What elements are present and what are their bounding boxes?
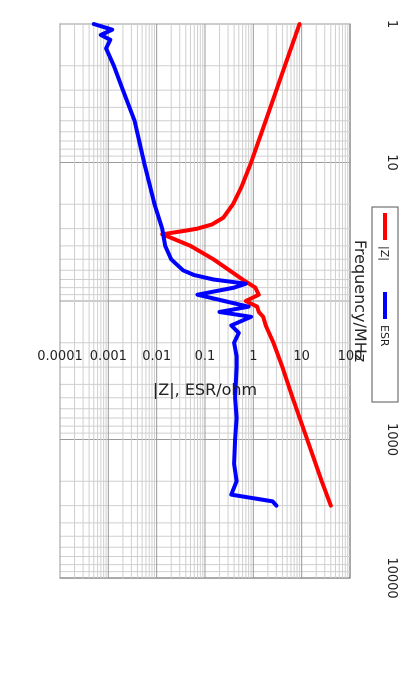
- y-tick-label: 0.001: [90, 349, 127, 364]
- grid-lines: [59, 23, 350, 578]
- x-tick-label: 10: [384, 154, 399, 171]
- y-axis-title: |Z|, ESR/ohm: [153, 380, 257, 399]
- x-tick-label: 1: [384, 20, 399, 28]
- legend-label-z: |Z|: [378, 246, 391, 261]
- y-tick-label: 0.01: [142, 349, 171, 364]
- x-tick-label: 1000: [384, 423, 399, 456]
- series-line-z: [160, 22, 333, 508]
- y-tick-label: 10: [293, 349, 310, 364]
- y-tick-label: 0.1: [195, 349, 216, 364]
- series-line-esr: [91, 22, 279, 508]
- y-tick-labels: 100 10 1 0.1 0.01 0.001 0.0001: [37, 349, 362, 364]
- y-tick-label: 0.0001: [37, 349, 83, 364]
- x-tick-label: 10000: [384, 557, 399, 598]
- legend: |Z| ESR: [371, 206, 399, 403]
- y-tick-label: 1: [249, 349, 257, 364]
- x-axis-title: Frequency/MHz: [351, 240, 370, 362]
- series-lines: [91, 22, 333, 508]
- y-tick-label: 100: [338, 349, 363, 364]
- legend-label-esr: ESR: [378, 325, 391, 347]
